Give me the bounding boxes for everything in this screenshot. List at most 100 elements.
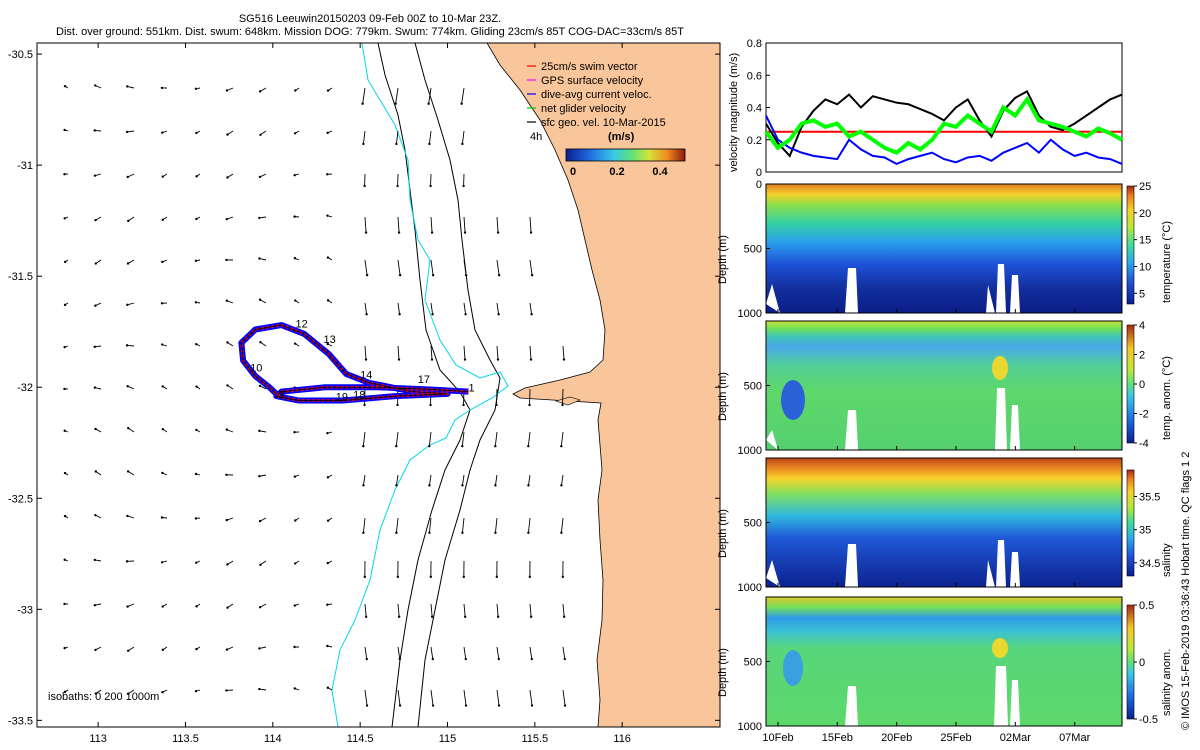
velocity-arrow [496,302,500,315]
velocity-arrow-head [93,386,97,389]
velocity-arrow-head [160,343,164,346]
velocity-arrow-head [464,273,468,277]
velocity-arrow-head [94,648,97,652]
velocity-arrow-head [430,358,434,361]
velocity-arrow [395,517,399,533]
map-y-tick-label: -32.5 [8,493,33,505]
velocity-arrow-head [126,85,129,88]
salinity-anomaly-gaps [845,666,1020,726]
colorbar-tick-label: 35 [1139,525,1151,537]
velocity-arrow-head [494,444,497,448]
velocity-arrow-head [461,444,464,448]
colorbar-tick-label: 5 [1139,288,1145,300]
velocity-arrow-head [529,358,533,361]
velocity-y-tick-label: 0.2 [747,135,762,147]
velocity-arrow-head [127,219,130,223]
velocity-arrow-head [293,430,296,434]
velocity-arrow-head [63,514,67,518]
velocity-arrow [560,474,564,486]
velocity-arrow-head [293,687,296,690]
velocity-arrow [397,302,401,315]
velocity-arrow-head [161,427,165,431]
track-line [240,324,469,401]
colorbar-tick-label: 34.5 [1139,558,1160,570]
velocity-arrow-head [160,302,164,305]
velocity-arrow-head [563,704,567,707]
velocity-arrow-head [63,345,66,349]
velocity-arrow-head [294,519,297,522]
velocity-arrow [529,302,533,315]
salinity-anomaly-fresh-eddy [783,650,803,686]
velocity-arrow-head [258,647,261,650]
velocity-arrow-head [561,403,564,407]
map-x-tick-label: 114.5 [347,733,374,745]
velocity-arrow [529,345,532,360]
velocity-arrow-head [563,657,566,661]
velocity-arrow-head [161,605,164,608]
velocity-arrow-head [226,606,229,609]
velocity-arrow [362,474,366,486]
velocity-arrow [364,259,368,276]
velocity-arrow-head [463,358,467,361]
velocity-arrow [364,646,368,660]
velocity-arrow-head [428,484,431,487]
velocity-arrow-head [194,259,198,263]
velocity-arrow-head [294,562,297,565]
velocity-arrow-head [161,218,164,221]
colorbar-tick-label: 35.5 [1139,492,1160,504]
velocity-arrow-head [161,691,164,694]
section-ylabel: Depth (m) [717,648,729,697]
section-y-tick-label: 500 [744,244,762,256]
velocity-arrow-head [258,519,262,523]
velocity-arrow [430,345,433,360]
colorbar-tick-label: 25 [1139,181,1151,193]
velocity-arrow-head [398,313,401,316]
velocity-arrow [428,130,432,144]
legend-swim-vector: 25cm/s swim vector [541,61,638,73]
velocity-arrow-head [126,385,129,388]
date-tick-label: 02Mar [1000,732,1032,744]
velocity-arrow-head [530,704,534,707]
temp-anomaly-colorbar [1126,324,1135,444]
velocity-arrow-head [63,429,66,432]
velocity-arrow-head [431,657,434,661]
velocity-arrow-head [496,231,500,234]
velocity-arrow-head [461,484,464,487]
legend-net-glider-velocity: net glider velocity [541,103,626,115]
velocity-arrow [362,130,366,144]
track-day-label: 17 [418,374,430,386]
velocity-arrow-head [161,260,164,264]
velocity-arrow-head [428,531,431,534]
date-tick-label: 07Mar [1059,732,1091,744]
velocity-arrow-head [364,358,368,361]
velocity-arrow [362,431,366,447]
land-australia [486,43,720,727]
velocity-arrow-head [562,358,566,361]
velocity-arrow-head [225,648,229,651]
velocity-arrow-head [94,304,97,307]
temp-anomaly-panel [765,320,1135,451]
speed-colorbar [565,148,686,162]
velocity-arrow-head [258,475,261,478]
velocity-arrow-head [194,689,198,693]
velocity-arrow-head [326,431,329,435]
velocity-arrow-head [463,231,467,234]
track-day-label: 12 [296,318,308,330]
velocity-arrow-head [326,686,330,689]
velocity-arrow [529,259,533,276]
velocity-arrow [560,517,564,533]
velocity-arrow-head [365,313,368,316]
track-day-label: 13 [323,334,335,346]
temp-anomaly-section [766,321,1122,450]
velocity-arrow-head [293,475,297,478]
glider-track [238,322,469,404]
velocity-arrow-head [497,657,500,661]
velocity-arrow-head [126,262,130,265]
velocity-arrow-head [427,102,430,105]
section-y-tick-label: 500 [744,518,762,530]
velocity-arrow-head [293,645,296,649]
velocity-arrow-head [194,301,198,304]
colorbar-label: temp. anom. (°C) [1161,356,1173,440]
velocity-arrow-head [225,258,228,262]
